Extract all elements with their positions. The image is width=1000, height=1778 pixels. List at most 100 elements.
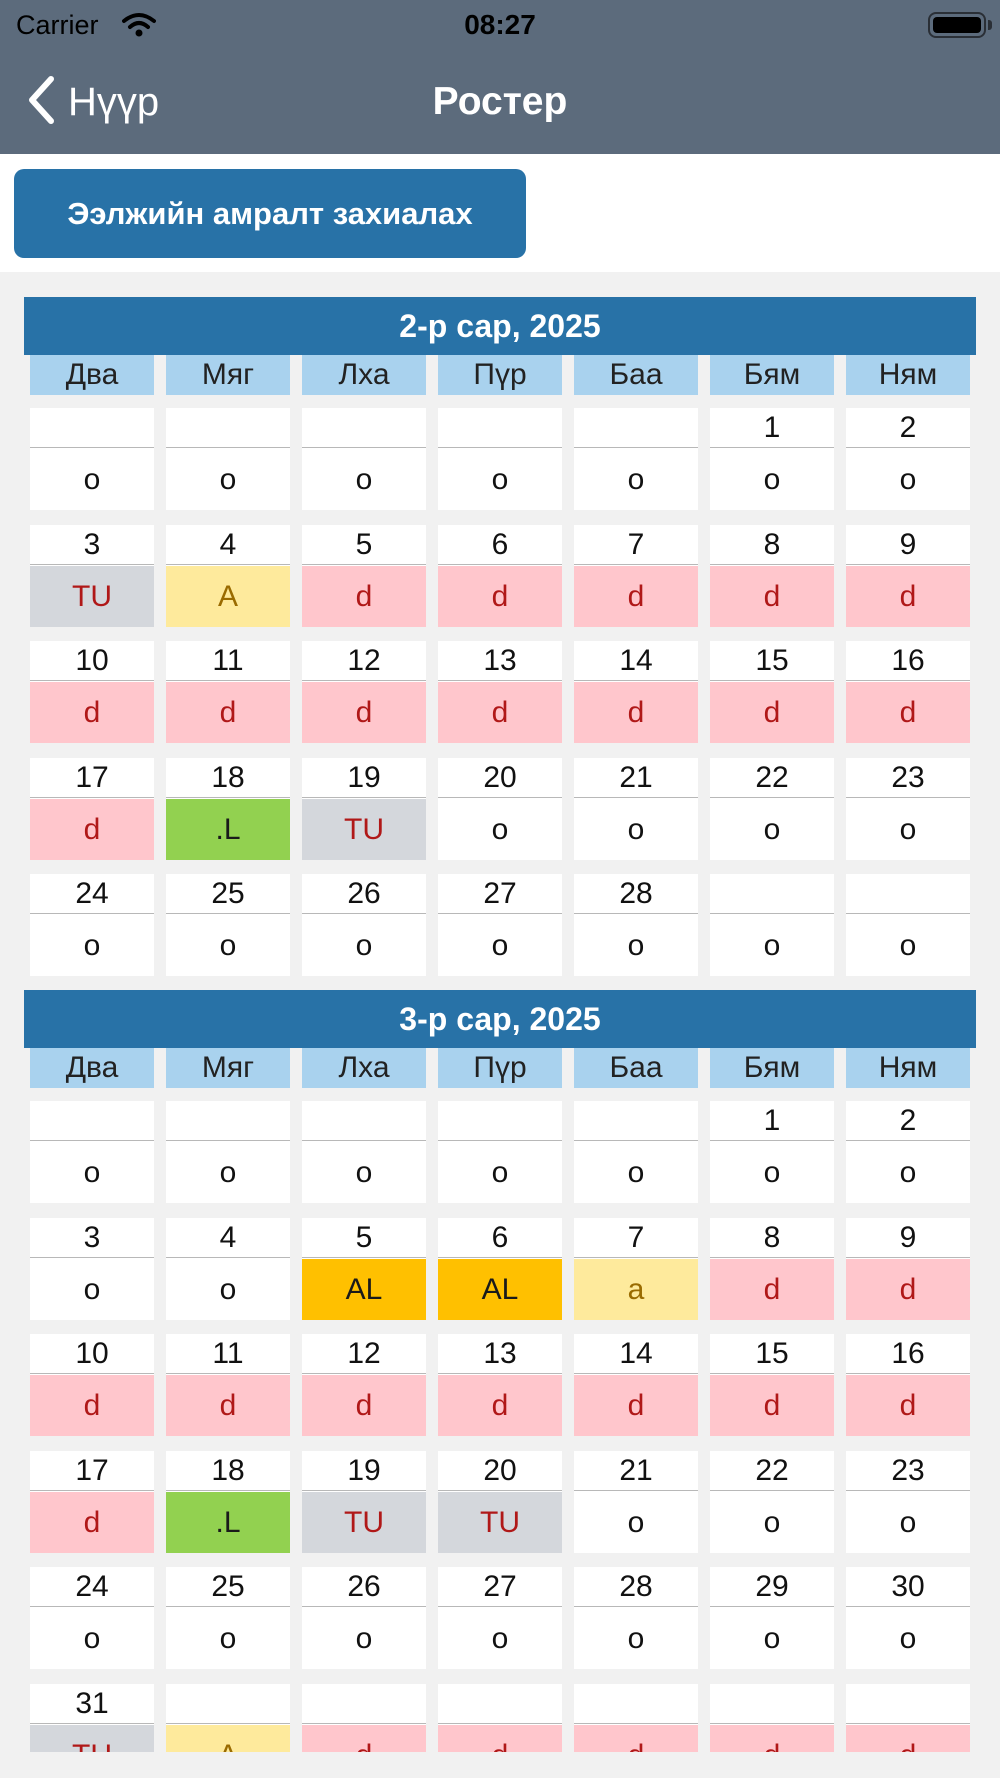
day-number: 3 (30, 525, 154, 565)
day-cell[interactable]: 15 d (710, 641, 834, 743)
day-cell[interactable]: 10 d (30, 641, 154, 743)
day-cell[interactable]: 17 d (30, 1451, 154, 1553)
day-cell[interactable]: 18 .L (166, 1451, 290, 1553)
day-number (574, 408, 698, 448)
day-number (302, 1684, 426, 1724)
day-cell[interactable]: 25 o (166, 874, 290, 976)
day-number: 22 (710, 758, 834, 798)
day-number: 21 (574, 1451, 698, 1491)
day-number (438, 1684, 562, 1724)
day-cell[interactable]: 23 o (846, 1451, 970, 1553)
shift-code: d (710, 1375, 834, 1436)
shift-code: d (302, 682, 426, 743)
day-cell[interactable]: o (438, 408, 562, 510)
day-cell[interactable]: 20 o (438, 758, 562, 860)
day-cell[interactable]: d (846, 1684, 970, 1752)
day-cell[interactable]: 23 o (846, 758, 970, 860)
day-cell[interactable]: 26 o (302, 1567, 426, 1669)
day-cell[interactable]: 19 TU (302, 758, 426, 860)
day-cell[interactable]: 24 o (30, 874, 154, 976)
day-cell[interactable]: 27 o (438, 1567, 562, 1669)
day-number: 16 (846, 1334, 970, 1374)
day-cell[interactable]: d (710, 1684, 834, 1752)
navigation-bar: Нүүр Ростер (0, 52, 1000, 154)
day-cell[interactable]: 16 d (846, 1334, 970, 1436)
day-cell[interactable]: 14 d (574, 1334, 698, 1436)
request-leave-button[interactable]: Ээлжийн амралт захиалах (14, 169, 526, 258)
day-cell[interactable]: 31TU (30, 1684, 154, 1752)
shift-code: o (302, 449, 426, 510)
day-cell[interactable]: 5 AL (302, 1218, 426, 1320)
day-cell[interactable]: 12 d (302, 641, 426, 743)
shift-code: .L (166, 799, 290, 860)
day-cell[interactable]: 12 d (302, 1334, 426, 1436)
day-cell[interactable]: 21 o (574, 1451, 698, 1553)
day-cell[interactable]: 16 d (846, 641, 970, 743)
day-cell[interactable]: o (302, 1101, 426, 1203)
day-cell[interactable]: 22 o (710, 758, 834, 860)
day-cell[interactable]: 14 d (574, 641, 698, 743)
day-cell[interactable]: 18 .L (166, 758, 290, 860)
back-button[interactable]: Нүүр (26, 74, 159, 130)
shift-code: o (30, 915, 154, 976)
day-cell[interactable]: 3 TU (30, 525, 154, 627)
day-cell[interactable]: 19 TU (302, 1451, 426, 1553)
day-cell[interactable]: 11 d (166, 641, 290, 743)
day-number: 1 (710, 1101, 834, 1141)
day-cell[interactable]: 20 TU (438, 1451, 562, 1553)
day-cell[interactable]: d (302, 1684, 426, 1752)
day-cell[interactable]: 22 o (710, 1451, 834, 1553)
day-cell[interactable]: 13 d (438, 1334, 562, 1436)
day-cell[interactable]: 25 o (166, 1567, 290, 1669)
shift-code: d (846, 1725, 970, 1752)
day-cell[interactable]: d (438, 1684, 562, 1752)
day-cell[interactable]: o (302, 408, 426, 510)
day-cell[interactable]: o (846, 874, 970, 976)
day-cell[interactable]: o (574, 408, 698, 510)
day-cell[interactable]: 26 o (302, 874, 426, 976)
day-cell[interactable]: 28 o (574, 874, 698, 976)
day-cell[interactable]: 6 AL (438, 1218, 562, 1320)
day-cell[interactable]: o (166, 1101, 290, 1203)
day-cell[interactable]: 28 o (574, 1567, 698, 1669)
day-cell[interactable]: o (574, 1101, 698, 1203)
status-bar: Carrier 08:27 (0, 0, 1000, 52)
day-cell[interactable]: 10 d (30, 1334, 154, 1436)
day-cell[interactable]: o (30, 408, 154, 510)
day-cell[interactable]: 27 o (438, 874, 562, 976)
day-number (438, 1101, 562, 1141)
day-cell[interactable]: 30 o (846, 1567, 970, 1669)
day-cell[interactable]: d (574, 1684, 698, 1752)
day-cell[interactable]: A (166, 1684, 290, 1752)
shift-code: o (574, 1142, 698, 1203)
day-cell[interactable]: 11 d (166, 1334, 290, 1436)
shift-code: d (846, 1375, 970, 1436)
day-cell[interactable]: 15 d (710, 1334, 834, 1436)
day-cell[interactable]: o (166, 408, 290, 510)
shift-code: d (438, 682, 562, 743)
day-cell[interactable]: 17 d (30, 758, 154, 860)
day-cell[interactable]: o (30, 1101, 154, 1203)
day-cell[interactable]: 29 o (710, 1567, 834, 1669)
month-section: 2-р сар, 2025 Два Мяг Лха Пүр Баа Бям Ням o o o o o 1… (24, 297, 976, 976)
day-cell[interactable]: 13 d (438, 641, 562, 743)
day-cell[interactable]: 21 o (574, 758, 698, 860)
day-cell[interactable]: 24 o (30, 1567, 154, 1669)
day-cell[interactable]: o (710, 874, 834, 976)
day-cell[interactable]: o (438, 1101, 562, 1203)
